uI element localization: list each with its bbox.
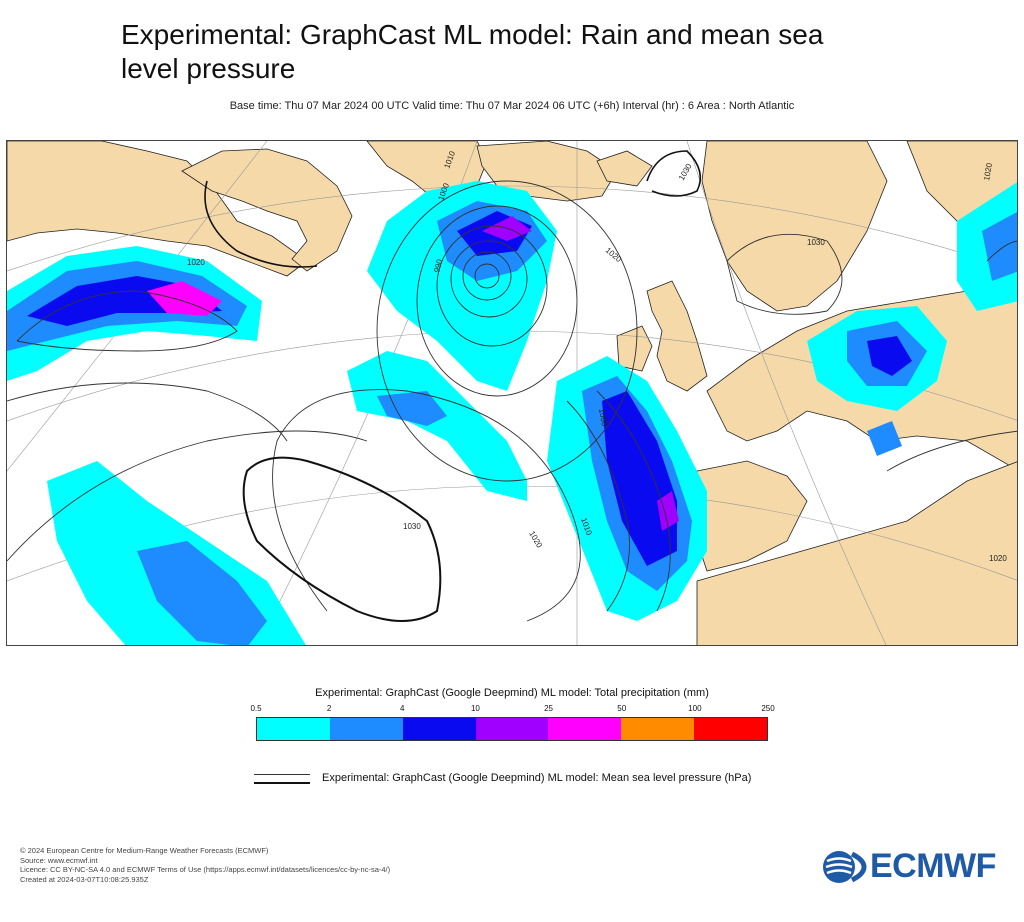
ecmwf-logo-icon	[823, 851, 867, 883]
svg-text:990: 990	[432, 258, 444, 274]
svg-text:1020: 1020	[187, 258, 205, 267]
precip-tick: 50	[617, 704, 627, 713]
footer-licence: Licence: CC BY-NC-SA 4.0 and ECMWF Terms…	[20, 865, 391, 874]
precip-tick: 10	[470, 704, 480, 713]
precip-tick: 250	[761, 704, 775, 713]
footer-created: Created at 2024-03-07T10:08:25.935Z	[20, 874, 149, 884]
svg-text:1000: 1000	[597, 408, 609, 428]
footer-source: Source: www.ecmwf.int	[20, 855, 98, 865]
land-british-isles	[646, 280, 708, 392]
msl-legend-label: Experimental: GraphCast (Google Deepmind…	[322, 772, 752, 784]
precip-color-scale	[256, 717, 768, 741]
svg-text:1020: 1020	[989, 554, 1007, 563]
svg-text:1030: 1030	[403, 522, 421, 531]
svg-text:1030: 1030	[807, 238, 825, 247]
isobars	[7, 180, 1017, 622]
precip-swatch	[621, 718, 695, 740]
land-labrador	[181, 148, 353, 272]
subtitle: Base time: Thu 07 Mar 2024 00 UTC Valid …	[229, 100, 795, 112]
precip-legend-title: Experimental: GraphCast (Google Deepmind…	[315, 687, 709, 699]
isobar-high-1030	[242, 456, 442, 622]
msl-legend: Experimental: GraphCast (Google Deepmind…	[254, 772, 814, 788]
page-title: Experimental: GraphCast ML model: Rain a…	[121, 19, 824, 84]
ecmwf-logo-text: ECMWF	[870, 847, 996, 885]
map-svg: 1020 1030 1010 1000 990 1020 1030 1020 1…	[7, 141, 1017, 645]
precip-swatch	[475, 718, 549, 740]
precip-tick: 100	[688, 704, 702, 713]
footer: © 2024 European Centre for Medium-Range …	[20, 846, 390, 884]
precip-swatch	[257, 718, 330, 740]
isobar-bold-greenland	[204, 180, 318, 268]
land-north-africa	[696, 461, 1017, 645]
ecmwf-logo: ECMWF	[822, 847, 1012, 888]
precipitation-field	[7, 181, 1017, 645]
precip-swatch	[402, 718, 476, 740]
precip-tick: 2	[326, 704, 332, 713]
precip-tick: 4	[400, 704, 405, 713]
precip-swatch	[548, 718, 622, 740]
isobar-bold-north	[646, 150, 702, 197]
forecast-map[interactable]: 1020 1030 1010 1000 990 1020 1030 1020 1…	[6, 140, 1018, 646]
precip-tick: 0.5	[250, 704, 262, 713]
svg-text:1020: 1020	[982, 162, 994, 182]
precip-tick: 25	[544, 704, 554, 713]
precip-scale-labels: 0.5 2 4 10 25 50 100 250	[250, 704, 774, 716]
msl-legend-line-sample	[254, 774, 312, 786]
footer-copyright: © 2024 European Centre for Medium-Range …	[20, 846, 269, 855]
land-north-america	[7, 141, 308, 277]
precip-swatch	[694, 718, 768, 740]
land-arctic-islands	[596, 150, 653, 187]
precip-swatch	[329, 718, 403, 740]
